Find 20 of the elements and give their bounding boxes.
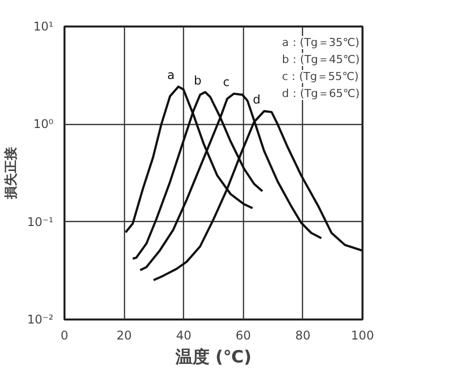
series-label: a <box>167 68 175 82</box>
x-tick-label: 80 <box>295 328 311 342</box>
annotation: d：(Tg＝65℃) <box>282 87 360 100</box>
x-tick-label: 40 <box>176 328 192 342</box>
series-label: b <box>194 73 202 88</box>
series-label: d <box>252 92 261 106</box>
y-tick-label: 10¹ <box>33 20 54 34</box>
x-tick-label: 100 <box>351 328 374 342</box>
x-tick-label: 60 <box>236 328 251 342</box>
x-tick-label: 20 <box>116 328 132 342</box>
annotation: a：(Tg＝35℃) <box>282 36 360 49</box>
annotation: c：(Tg＝55℃) <box>282 70 359 83</box>
series-label: c <box>223 74 230 89</box>
y-tick-label: 10⁻¹ <box>27 214 54 229</box>
y-tick-label: 10⁰ <box>33 117 54 132</box>
y-axis-title: 損失正接 <box>3 147 20 200</box>
x-tick-label: 0 <box>60 328 68 342</box>
y-tick-label: 10⁻² <box>27 312 54 326</box>
x-axis-title: 温度 (℃) <box>174 348 252 368</box>
annotation: b：(Tg＝45℃) <box>282 53 360 66</box>
